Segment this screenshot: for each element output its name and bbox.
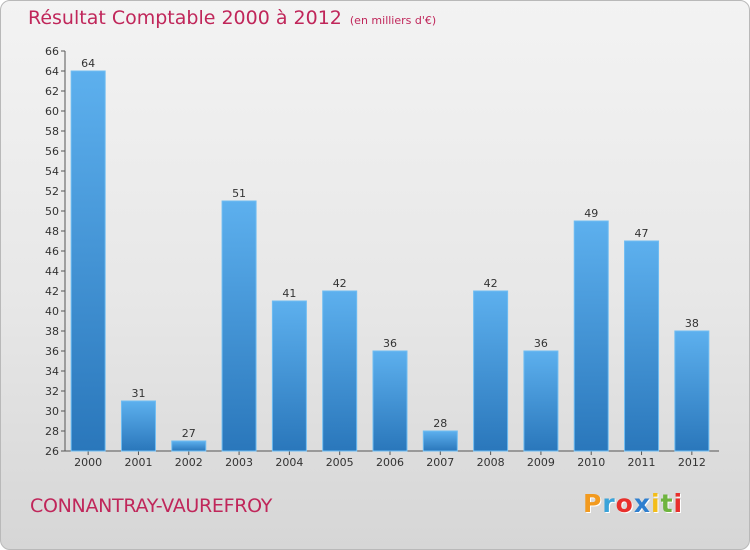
y-tick-label: 58 [45,125,59,138]
y-tick-label: 46 [45,245,59,258]
x-tick-label: 2006 [376,456,404,469]
bar-2009 [523,350,559,452]
chart-subtitle: (en milliers d'€) [349,14,437,27]
commune-name: CONNANTRAY-VAUREFROY [30,495,273,517]
bar-value-label: 51 [232,187,246,200]
y-tick-label: 32 [45,385,59,398]
bar-value-label: 27 [182,427,196,440]
y-tick-label: 66 [45,45,59,58]
y-tick-label: 30 [45,405,59,418]
logo-letter: r [602,489,616,518]
y-tick-label: 60 [45,105,59,118]
x-tick-label: 2004 [275,456,303,469]
x-tick-label: 2008 [477,456,505,469]
bar-value-label: 64 [81,57,95,70]
bar-2001 [120,400,156,452]
bar-value-label: 28 [433,417,447,430]
y-tick-label: 28 [45,425,59,438]
bar-2010 [573,220,609,452]
bar-value-label: 38 [685,317,699,330]
y-tick-label: 54 [45,165,59,178]
y-tick-label: 44 [45,265,59,278]
bar-value-label: 31 [131,387,145,400]
logo-letter: i [651,489,661,518]
logo-letter: P [583,489,603,518]
y-tick-label: 36 [45,345,59,358]
y-tick-label: 26 [45,445,59,458]
bar-value-label: 41 [282,287,296,300]
x-tick-label: 2010 [577,456,605,469]
x-tick-label: 2009 [527,456,555,469]
chart-bars: 64 31 27 51 41 42 36 28 42 36 49 47 38 [70,57,710,452]
bar-value-label: 42 [333,277,347,290]
y-tick-label: 52 [45,185,59,198]
y-tick-label: 40 [45,305,59,318]
x-tick-label: 2012 [678,456,706,469]
proxiti-logo: Proxiti [583,489,683,518]
bar-value-label: 47 [635,227,649,240]
chart-title: Résultat Comptable 2000 à 2012 (en millie… [28,7,436,29]
bar-2003 [221,200,257,452]
y-tick-label: 34 [45,365,59,378]
y-tick-label: 38 [45,325,59,338]
bar-2005 [322,290,358,452]
x-tick-label: 2011 [628,456,656,469]
bar-value-label: 36 [534,337,548,350]
x-tick-label: 2007 [426,456,454,469]
x-tick-label: 2000 [74,456,102,469]
y-tick-label: 48 [45,225,59,238]
bar-2012 [674,330,710,452]
y-tick-label: 42 [45,285,59,298]
bar-2004 [271,300,307,452]
y-tick-label: 62 [45,85,59,98]
chart-axes: 26 28 30 32 34 36 38 40 42 44 46 48 50 52 54 56 58 60 62 64… [45,45,719,469]
logo-letter: x [633,489,651,518]
logo-letter: i [673,489,684,518]
logo-letter: o [615,489,634,518]
bar-2006 [372,350,408,452]
logo-letter: t [660,489,674,518]
x-tick-label: 2001 [124,456,152,469]
bar-2008 [473,290,509,452]
bar-value-label: 49 [584,207,598,220]
y-tick-label: 50 [45,205,59,218]
y-tick-label: 56 [45,145,59,158]
x-tick-label: 2003 [225,456,253,469]
chart-title-text: Résultat Comptable 2000 à 2012 [28,7,342,29]
bar-value-label: 42 [484,277,498,290]
bar-2000 [70,70,106,452]
y-tick-label: 64 [45,65,59,78]
bar-2002 [171,440,207,452]
bar-2007 [422,430,458,452]
x-tick-label: 2002 [175,456,203,469]
bar-2011 [624,240,660,452]
bar-value-label: 36 [383,337,397,350]
x-tick-label: 2005 [326,456,354,469]
